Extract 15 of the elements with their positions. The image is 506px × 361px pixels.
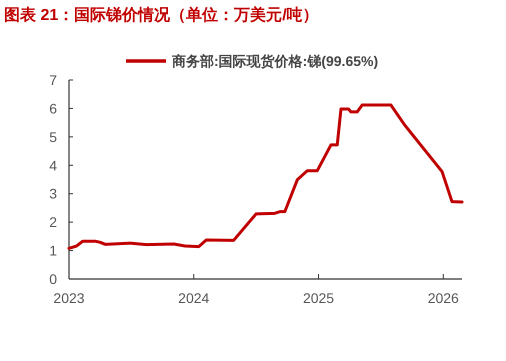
y-tick-label: 3 bbox=[49, 186, 58, 202]
y-tick-label: 0 bbox=[49, 271, 58, 287]
y-tick-label: 2 bbox=[49, 214, 58, 230]
line-series bbox=[68, 104, 464, 250]
y-tick-label: 7 bbox=[49, 72, 58, 88]
legend-label: 商务部:国际现货价格:锑(99.65%) bbox=[171, 53, 378, 69]
x-tick-label: 2023 bbox=[53, 290, 85, 306]
chart-title: 图表 21：国际锑价情况（单位：万美元/吨） bbox=[4, 5, 319, 24]
y-tick-label: 4 bbox=[49, 157, 58, 174]
y-tick-label: 6 bbox=[49, 100, 58, 116]
x-tick-label: 2026 bbox=[428, 290, 460, 306]
x-tick-label: 2024 bbox=[178, 290, 210, 306]
y-tick-label: 5 bbox=[49, 128, 58, 145]
y-tick-label: 1 bbox=[49, 242, 58, 259]
x-tick-label: 2025 bbox=[302, 290, 334, 306]
